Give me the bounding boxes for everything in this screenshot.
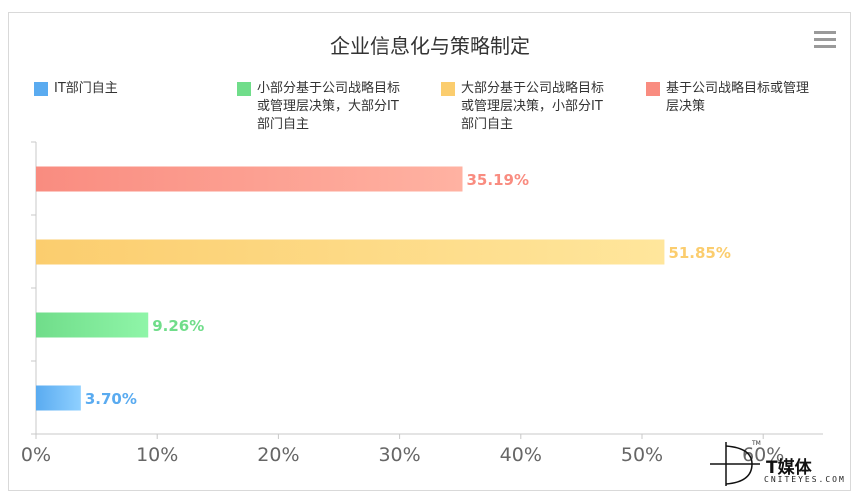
legend-item-2[interactable]: 小部分基于公司战略目标 或管理层决策，大部分IT 部门自主 [237,80,432,136]
bar-4 [36,166,463,192]
legend-item-4[interactable]: 基于公司战略目标或管理 层决策 [646,80,841,118]
x-tick-label-6: 60% [742,444,784,466]
logo-mark-icon [710,442,760,486]
legend-swatch-3 [441,82,455,96]
x-tick-label-5: 50% [621,444,663,466]
bar-3 [36,239,665,265]
legend-swatch-1 [34,82,48,96]
watermark-tm: TM [752,440,761,447]
x-tick-label-3: 30% [378,444,420,466]
data-label-3: 51.85% [668,244,730,262]
legend-label-3: 大部分基于公司战略目标 或管理层决策，小部分IT 部门自主 [461,81,605,132]
chart-title: 企业信息化与策略制定 [330,34,530,58]
legend-label-2: 小部分基于公司战略目标 或管理层决策，大部分IT 部门自主 [257,81,401,132]
legend-swatch-2 [237,82,251,96]
hamburger-menu-icon[interactable] [814,31,836,48]
x-tick-label-2: 20% [257,444,299,466]
legend-label-1: IT部门自主 [54,81,118,96]
watermark-logo: TM T媒体 CNITEYES.COM [708,440,848,490]
watermark-cn: T媒体 [766,458,812,478]
legend-item-1[interactable]: IT部门自主 [34,80,224,100]
bar-2 [36,312,149,338]
x-tick-label-0: 0% [21,444,51,466]
legend-label-4: 基于公司战略目标或管理 层决策 [666,81,810,114]
data-label-4: 35.19% [467,171,529,189]
legend-item-3[interactable]: 大部分基于公司战略目标 或管理层决策，小部分IT 部门自主 [441,80,636,136]
data-label-2: 9.26% [152,317,204,335]
data-label-1: 3.70% [85,390,137,408]
bar-1 [36,385,81,411]
x-tick-label-4: 40% [500,444,542,466]
watermark-en: CNITEYES.COM [764,475,846,484]
x-tick-label-1: 10% [136,444,178,466]
legend-swatch-4 [646,82,660,96]
